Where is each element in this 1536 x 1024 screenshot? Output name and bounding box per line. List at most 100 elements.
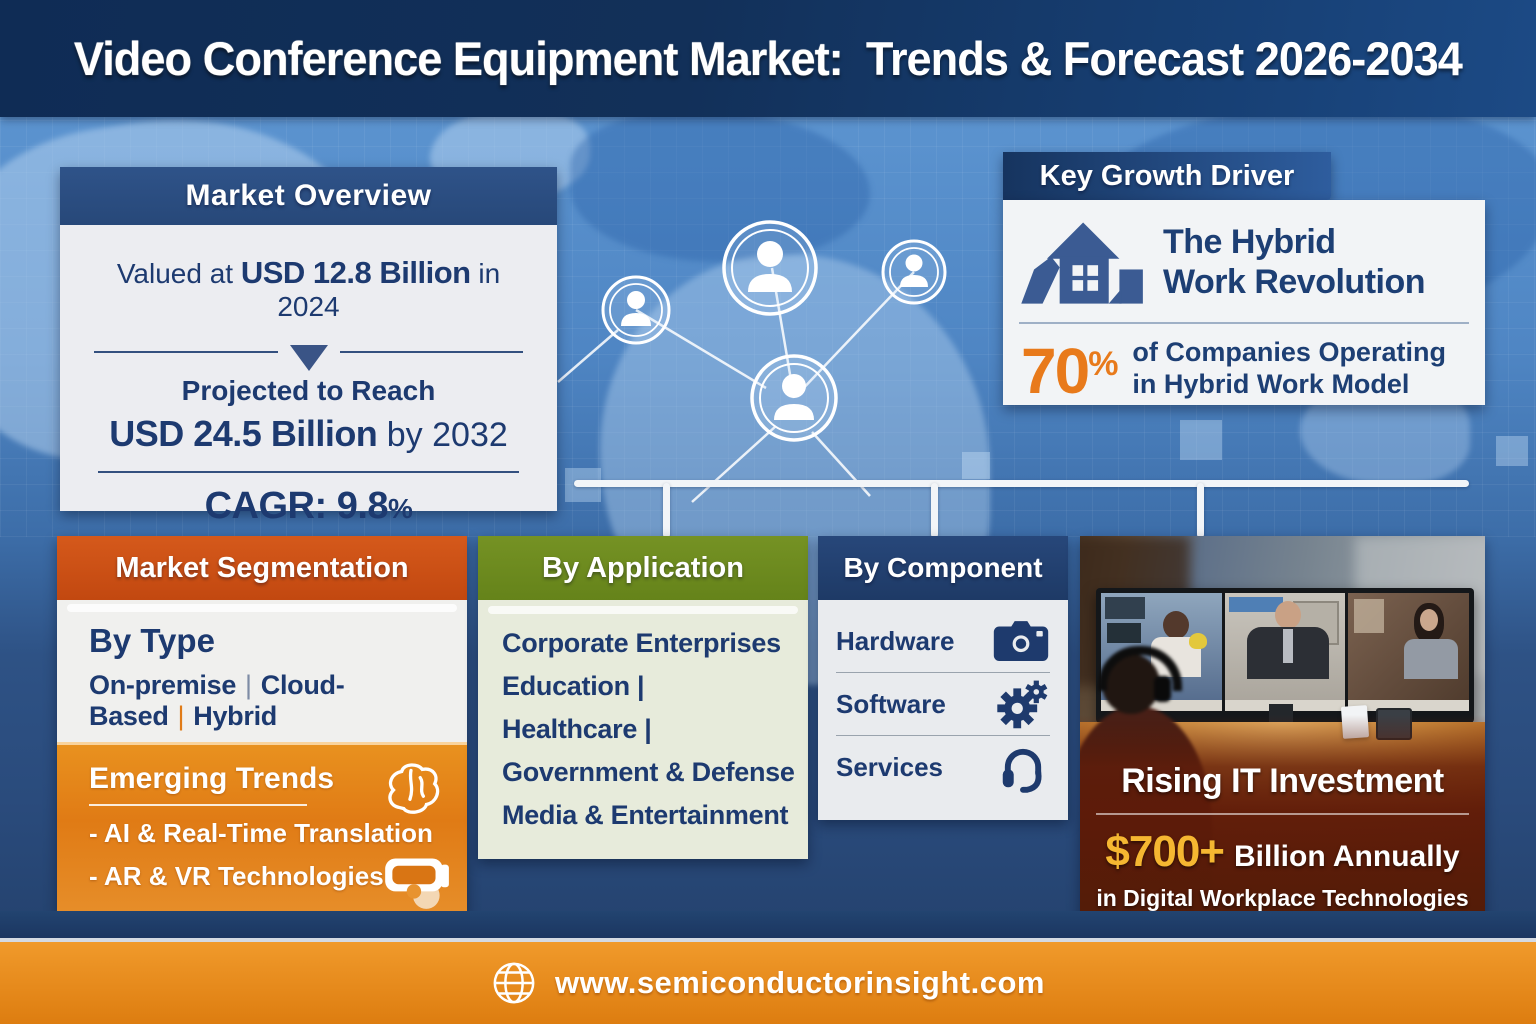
application-item: Government & Defense [502,757,795,787]
valuation-line: Valued at USD 12.8 Billion in 2024 [86,255,531,323]
market-overview-body: Valued at USD 12.8 Billion in 2024 Proje… [60,225,557,528]
projected-line: USD 24.5 Billion by 2032 [86,413,531,455]
it-investment-panel: Rising IT Investment $700+ Billion Annual… [1080,536,1485,930]
participant-face [1420,609,1439,631]
application-item: Education | [502,671,645,701]
by-component-panel: By Component Hardware Software [818,536,1068,820]
key-growth-stat-row: 70% of Companies Operating in Hybrid Wor… [1003,324,1485,404]
participant-body [1404,639,1459,679]
type-item: On-premise [89,670,237,700]
house-icon [1021,222,1143,304]
wall-sign [1228,597,1283,612]
component-row: Services [836,736,1050,798]
cagr-value: 9.8 [336,485,389,527]
cagr-label: CAGR: [204,485,328,527]
key-growth-header: Key Growth Driver [1003,152,1331,200]
divider-line [94,351,278,353]
projected-label: Projected to Reach [181,375,436,406]
camera-icon [993,621,1049,661]
connector-vertical-component [931,483,938,538]
video-feed-right [1348,593,1470,711]
desk-line [1348,700,1470,711]
participant-head [1274,601,1301,629]
text-overlay-gradient [1080,715,1485,930]
it-investment-subtitle: in Digital Workplace Technologies [1096,885,1469,911]
application-item: Media & Entertainment [502,800,789,830]
headset-icon [1002,748,1042,793]
headphones-icon [1098,646,1182,691]
connector-vertical-application [663,483,670,538]
page-title-regular: Trends & Forecast 2026-2034 [865,32,1463,85]
footer-bar: www.semiconductorinsight.com [0,942,1536,1024]
map-pixel-decor [962,452,990,479]
cagr-line: CAGR: 9.8% [86,485,531,528]
feed-collage [1107,623,1141,643]
user-icon [905,254,923,272]
component-label: Hardware [836,625,955,656]
vr-headset-icon [379,844,453,915]
down-triangle-icon [289,345,328,371]
type-item: Hybrid [193,701,277,731]
divider-line [89,804,307,806]
divider-line [1096,813,1469,815]
valuation-suffix: in 2024 [277,258,501,322]
trend-item: - AI & Real-Time Translation [89,818,433,848]
desk-line [1101,700,1222,711]
it-investment-title: Rising IT Investment [1121,762,1444,800]
component-row: Software [836,673,1050,735]
avatar-node-left [601,275,671,345]
window-light [1354,599,1385,633]
feed-collage [1105,597,1145,619]
by-application-header: By Application [478,536,808,600]
it-stat-text: Billion Annually [1234,840,1460,873]
globe-icon [493,962,535,1004]
component-row: Hardware [836,610,1050,672]
headphone-earcup [1154,676,1171,702]
stat-text: of Companies Operating in Hybrid Work Mo… [1132,336,1446,400]
type-list: On-premise | Cloud-Based | Hybrid [89,670,467,732]
global-network-graphic [557,220,947,503]
key-growth-title-line2: Work Revolution [1163,263,1426,301]
stat-text-line1: of Companies Operating [1132,336,1446,367]
connector-horizontal [574,480,1469,487]
arrow-divider [94,339,523,371]
divider-line [339,351,523,353]
avatar-node-bottom [750,354,838,442]
stat-number: 70 [1021,335,1090,407]
trend-item: - AR & VR Technologies [89,861,384,891]
video-feed-center [1224,593,1346,711]
market-overview-panel: Market Overview Valued at USD 12.8 Billi… [60,167,557,527]
component-label: Services [836,751,943,782]
divider-line [836,672,1050,673]
by-application-panel: By Application Corporate Enterprises Edu… [478,536,808,859]
by-component-body: Hardware Software [818,600,1068,798]
type-separator: | [177,701,185,731]
map-pixel-decor [1180,420,1222,460]
user-icon [782,374,806,398]
by-application-body: Corporate Enterprises Education | Health… [478,600,808,837]
flowers [1189,633,1207,649]
map-pixel-decor [1496,436,1528,466]
website-url: www.semiconductorinsight.com [555,965,1045,1000]
map-shape-europe [570,112,870,262]
tie [1282,629,1293,663]
page-title-strong: Video Conference Equipment Market: [73,32,844,85]
divider-line [836,735,1050,736]
participant-head [1163,611,1189,639]
user-icon [757,241,783,267]
divider-line [98,471,519,473]
key-growth-title-line1: The Hybrid [1163,223,1336,261]
key-growth-title-row: The Hybrid Work Revolution [1003,200,1485,310]
valuation-value: USD 12.8 Billion [240,255,471,290]
page-title: Video Conference Equipment Market: Trend… [73,31,1463,86]
market-overview-header: Market Overview [60,167,557,225]
type-item: Cloud-Based [89,670,345,731]
application-item: Corporate Enterprises [502,628,781,658]
footer-navy-band [0,911,1536,940]
by-component-header: By Component [818,536,1068,600]
key-growth-panel: The Hybrid Work Revolution 70% of Compan… [1003,200,1485,405]
gear-icon [997,680,1048,729]
footer-separator [0,938,1536,942]
video-conference-photo: Rising IT Investment $700+ Billion Annual… [1080,536,1485,930]
